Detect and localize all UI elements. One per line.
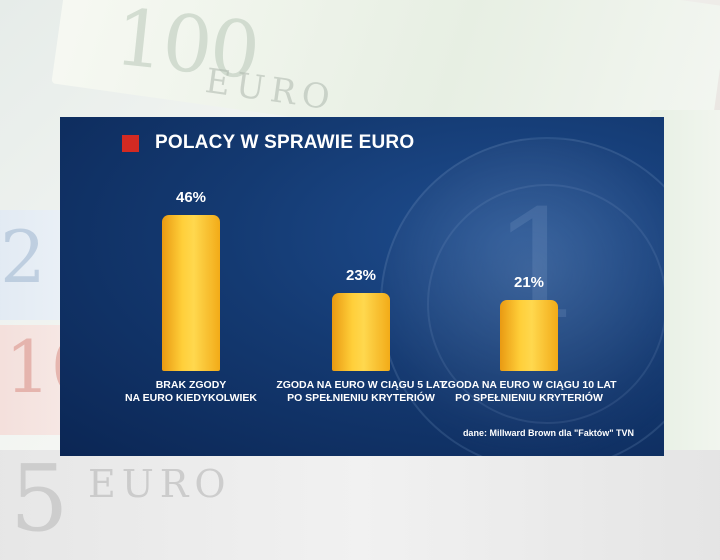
chart-panel: 1 POLACY W SPRAWIE EURO 46% BRAK ZGODY NA… [60, 117, 664, 456]
banknote-5-numeral-image: 5 [10, 445, 69, 552]
data-source-note: dane: Millward Brown dla "Faktów" TVN [462, 428, 634, 438]
category-label-1: BRAK ZGODY NA EURO KIEDYKOLWIEK [124, 379, 258, 404]
bar-plot-area: 46% BRAK ZGODY NA EURO KIEDYKOLWIEK 23% ZGO… [60, 117, 664, 456]
title-marker-square [122, 135, 139, 152]
bar-3 [500, 299, 558, 371]
bar-2 [332, 293, 390, 371]
category-label-3: ZGODA NA EURO W CIĄGU 10 LAT PO SPEŁNIEN… [441, 379, 617, 404]
euro-coin-ring [427, 184, 664, 424]
bar-value-label-1: 46% [175, 189, 207, 206]
chart-title: POLACY W SPRAWIE EURO [155, 132, 415, 153]
bar-value-label-2: 23% [345, 267, 377, 284]
category-label-2: ZGODA NA EURO W CIĄGU 5 LAT PO SPEŁNIENI… [276, 379, 446, 404]
bar-value-label-3: 21% [513, 273, 545, 291]
banknote-20-numeral-image: 2 [0, 215, 46, 299]
bar-1 [162, 215, 220, 371]
banknote-euro-text-bottom-image: EURO [88, 462, 232, 506]
